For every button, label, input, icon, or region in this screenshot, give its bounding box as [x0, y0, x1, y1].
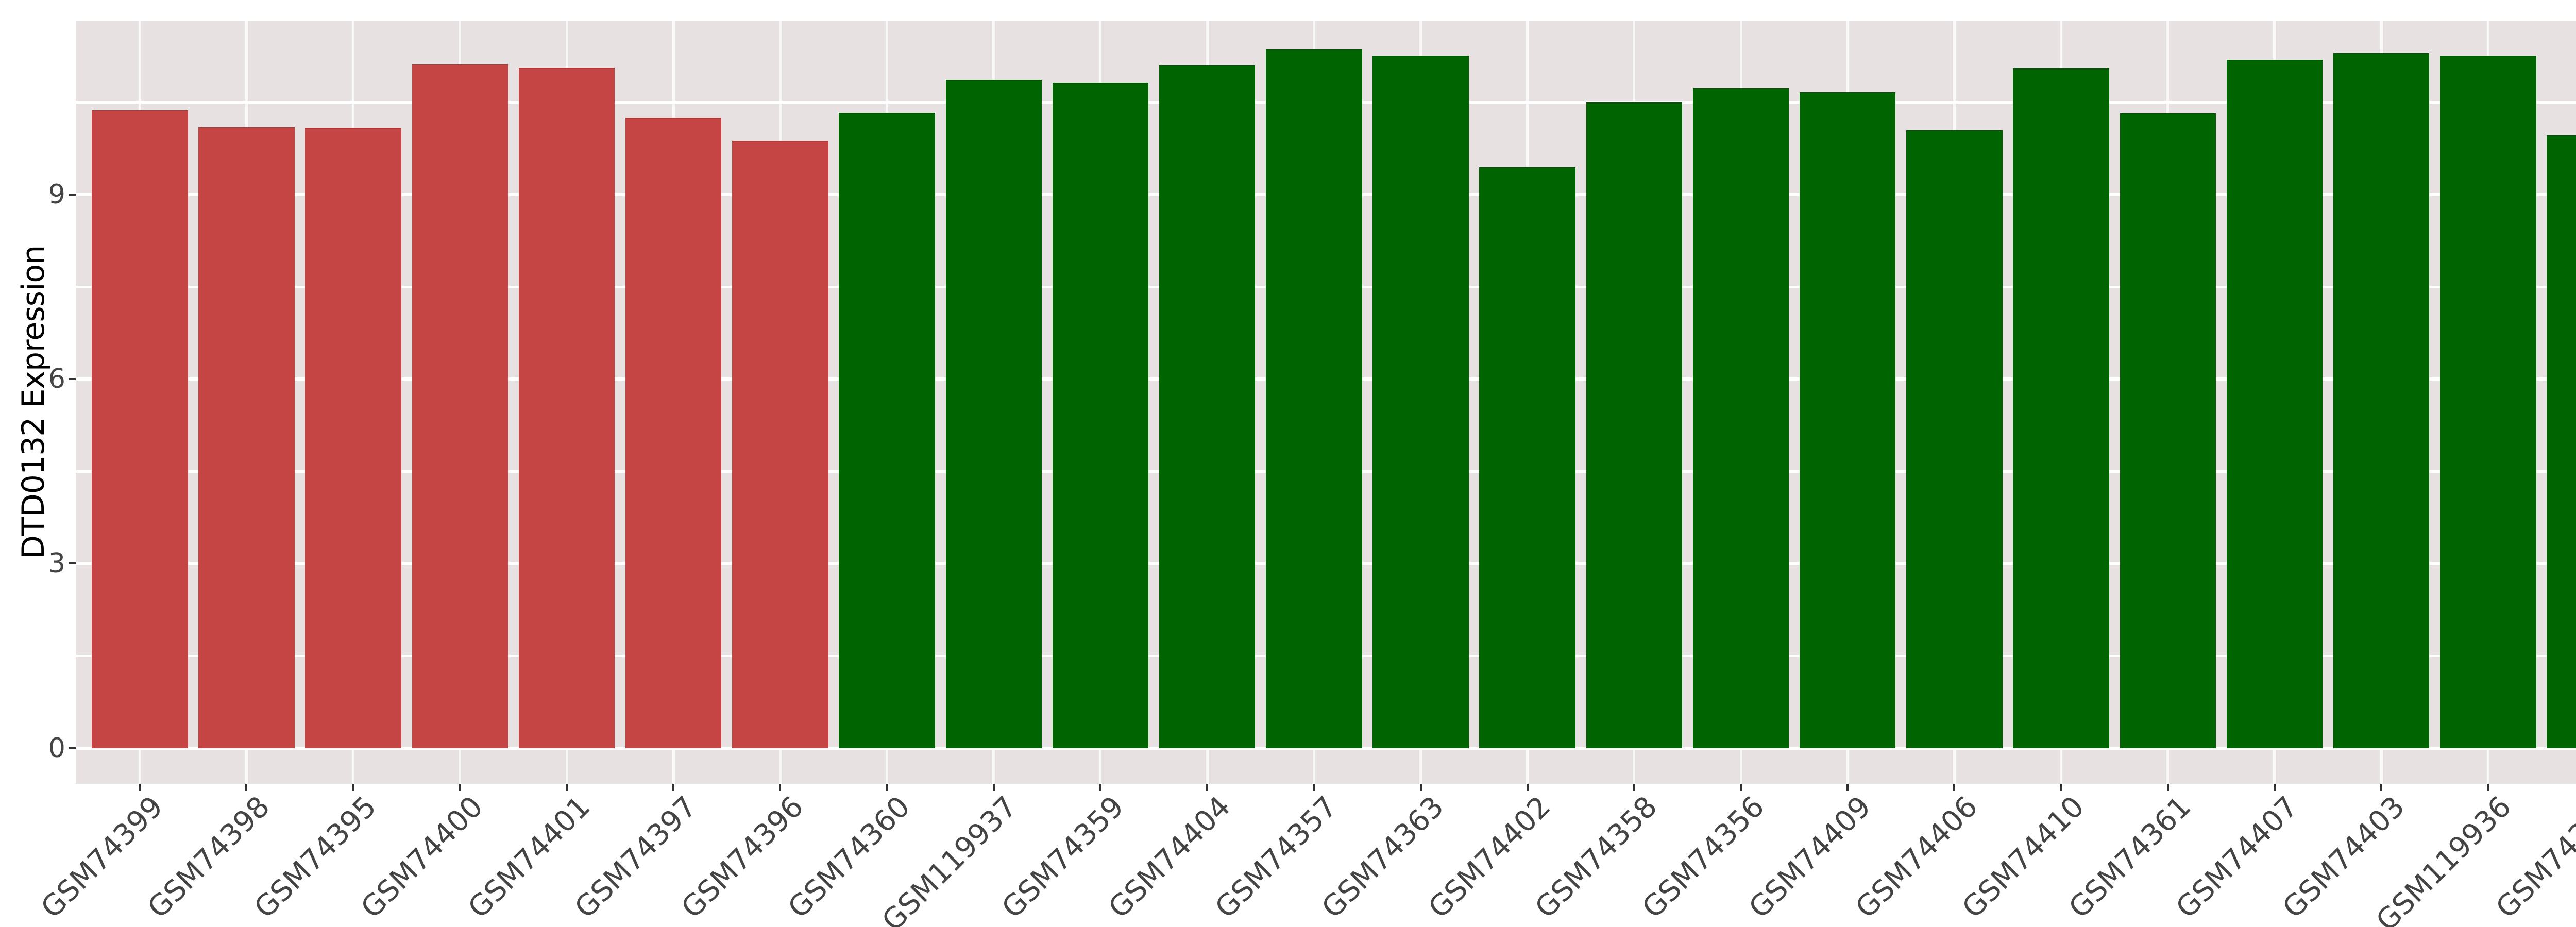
x-tick-mark: [459, 784, 461, 791]
y-tick-mark: [69, 193, 76, 196]
bar-GSM74409: [1799, 92, 1896, 748]
bar-GSM74359: [1052, 82, 1149, 748]
x-tick-mark: [2166, 784, 2169, 791]
x-tick-mark: [1740, 784, 1742, 791]
x-tick-mark: [1419, 784, 1422, 791]
bar-GSM74357: [1266, 49, 1362, 748]
y-tick-mark: [69, 562, 76, 565]
x-tick-mark: [1633, 784, 1635, 791]
y-axis-title: DTD0132 Expression: [15, 245, 52, 559]
bar-GSM74404: [1159, 65, 1256, 748]
bar-GSM74401: [518, 67, 615, 748]
x-tick-mark: [245, 784, 248, 791]
bar-GSM74399: [92, 110, 188, 748]
y-tick-mark: [69, 747, 76, 749]
bar-GSM74360: [839, 113, 935, 748]
bar-GSM74395: [305, 127, 401, 748]
x-tick-mark: [1526, 784, 1529, 791]
y-tick-label: 3: [48, 548, 65, 579]
x-tick-mark: [1313, 784, 1315, 791]
bar-GSM74398: [198, 127, 295, 748]
y-tick-label: 9: [48, 179, 65, 210]
bar-GSM74406: [1906, 130, 2003, 748]
y-tick-label: 6: [48, 364, 65, 395]
x-tick-mark: [672, 784, 675, 791]
gridline-major-y: [76, 746, 2576, 750]
bar-GSM74362: [2547, 135, 2576, 748]
x-tick-mark: [2487, 784, 2489, 791]
x-tick-mark: [2380, 784, 2383, 791]
x-tick-mark: [2060, 784, 2062, 791]
y-tick-mark: [69, 378, 76, 381]
y-tick-label: 0: [48, 732, 65, 764]
x-tick-mark: [886, 784, 888, 791]
bar-GSM74402: [1479, 167, 1575, 748]
x-tick-mark: [566, 784, 568, 791]
x-tick-mark: [139, 784, 141, 791]
x-tick-mark: [2273, 784, 2276, 791]
bar-GSM74397: [625, 117, 722, 748]
bar-GSM119937: [945, 79, 1042, 748]
x-tick-mark: [1206, 784, 1209, 791]
bar-GSM74358: [1586, 102, 1683, 748]
bar-GSM74361: [2120, 113, 2216, 748]
x-tick-mark: [352, 784, 354, 791]
x-tick-mark: [1953, 784, 1956, 791]
bar-GSM74396: [732, 140, 828, 748]
x-tick-mark: [992, 784, 995, 791]
bar-GSM74410: [2013, 68, 2109, 748]
bar-GSM74403: [2333, 53, 2430, 748]
x-tick-mark: [1099, 784, 1101, 791]
bar-GSM119936: [2440, 56, 2536, 748]
bar-GSM74363: [1372, 56, 1469, 748]
x-tick-mark: [1846, 784, 1849, 791]
bar-GSM74356: [1692, 88, 1789, 748]
plot-panel: [76, 21, 2576, 784]
bar-GSM74400: [412, 64, 509, 748]
x-tick-mark: [779, 784, 782, 791]
bar-GSM74407: [2226, 60, 2323, 748]
